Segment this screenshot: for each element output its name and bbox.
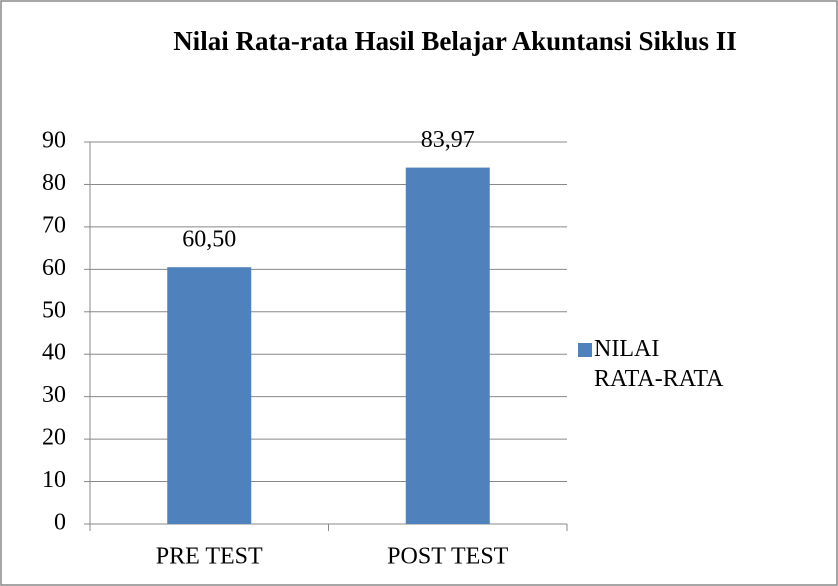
y-tick-label: 20 (42, 425, 66, 451)
y-tick-label: 30 (42, 382, 66, 408)
legend: NILAI RATA-RATA (578, 334, 728, 394)
y-tick-label: 10 (42, 467, 66, 493)
x-tick-label: PRE TEST (156, 544, 263, 570)
x-tick-label: POST TEST (387, 544, 508, 570)
y-tick-label: 40 (42, 340, 66, 366)
legend-label: NILAI RATA-RATA (594, 336, 724, 392)
y-tick-label: 80 (42, 170, 66, 196)
bar (167, 267, 252, 524)
bar (405, 167, 490, 524)
data-label: 83,97 (421, 127, 475, 153)
y-tick-label: 90 (42, 128, 66, 154)
chart-title: Nilai Rata-rata Hasil Belajar Akuntansi … (173, 26, 737, 56)
y-tick-label: 70 (42, 212, 66, 238)
y-tick-label: 60 (42, 255, 66, 281)
y-tick-label: 50 (42, 297, 66, 323)
y-tick-label: 0 (54, 510, 66, 536)
data-label: 60,50 (182, 227, 236, 253)
legend-swatch (578, 343, 592, 357)
